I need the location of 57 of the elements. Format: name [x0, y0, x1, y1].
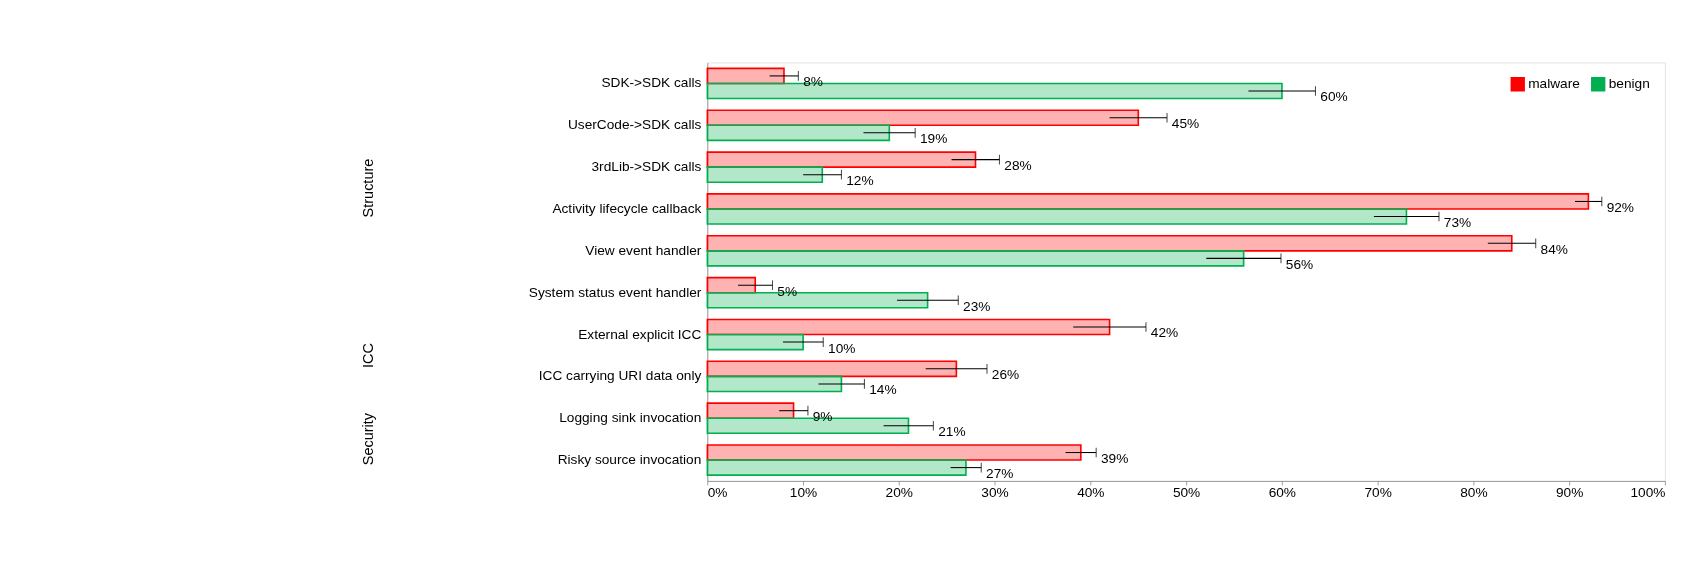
bar — [706, 459, 967, 476]
text: ICC — [360, 342, 377, 368]
bar — [706, 318, 1111, 336]
text: Security — [360, 412, 377, 466]
data-label: 56% — [1285, 256, 1314, 272]
x-tick-label: 10% — [789, 485, 818, 501]
bar — [706, 166, 824, 184]
bar — [706, 360, 958, 378]
x-tick-label: 20% — [885, 485, 913, 501]
legend-label: malware — [1528, 76, 1580, 92]
bar — [706, 234, 1513, 252]
x-tick-label: 90% — [1555, 485, 1584, 501]
data-label: 23% — [963, 298, 991, 314]
y-tick-label: System status event handler — [528, 284, 702, 300]
data-label: 42% — [1150, 325, 1179, 341]
data-label: 12% — [846, 173, 874, 189]
bar — [706, 208, 1408, 225]
y-tick-label: 3rdLib->SDK calls — [591, 159, 702, 175]
y-tick-label: View event handler — [585, 242, 702, 258]
x-tick-label: 0% — [707, 485, 728, 501]
data-label: 14% — [869, 382, 897, 398]
bar — [706, 151, 977, 168]
bar — [706, 444, 1082, 461]
data-label: 19% — [920, 131, 948, 147]
bar — [706, 333, 804, 351]
text: Structure — [360, 158, 377, 218]
y-tick-label: SDK->SDK calls — [601, 75, 702, 91]
x-tick-label: 80% — [1460, 485, 1488, 501]
bar — [706, 109, 1140, 127]
y-tick-label: UserCode->SDK calls — [567, 117, 702, 133]
data-label: 28% — [1004, 158, 1032, 174]
y-tick-label: Logging sink invocation — [559, 410, 702, 426]
data-label: 73% — [1443, 214, 1472, 230]
y-tick-label: Risky source invocation — [557, 452, 702, 468]
x-tick-label: 100% — [1630, 485, 1666, 501]
bar — [706, 250, 1245, 267]
bar — [706, 193, 1590, 210]
y-tick-label: External explicit ICC — [578, 326, 702, 342]
data-label: 21% — [938, 424, 966, 440]
data-label: 39% — [1101, 451, 1129, 466]
data-label: 45% — [1171, 116, 1200, 132]
bar — [706, 124, 891, 142]
data-label: 10% — [828, 340, 856, 356]
data-label: 92% — [1606, 199, 1634, 215]
x-tick-label: 60% — [1268, 485, 1297, 501]
x-tick-label: 50% — [1172, 485, 1201, 501]
y-tick-label: ICC carrying URI data only — [538, 368, 702, 384]
x-tick-label: 40% — [1077, 485, 1105, 501]
data-label: 84% — [1540, 241, 1568, 257]
data-label: 60% — [1320, 89, 1348, 105]
y-tick-label: Activity lifecycle callback — [552, 201, 702, 217]
legend-label: benign — [1608, 76, 1650, 92]
data-label: 27% — [986, 466, 1014, 482]
bar — [706, 375, 843, 393]
x-tick-label: 70% — [1364, 485, 1392, 501]
data-label: 26% — [991, 367, 1020, 383]
x-tick-label: 30% — [981, 485, 1009, 501]
